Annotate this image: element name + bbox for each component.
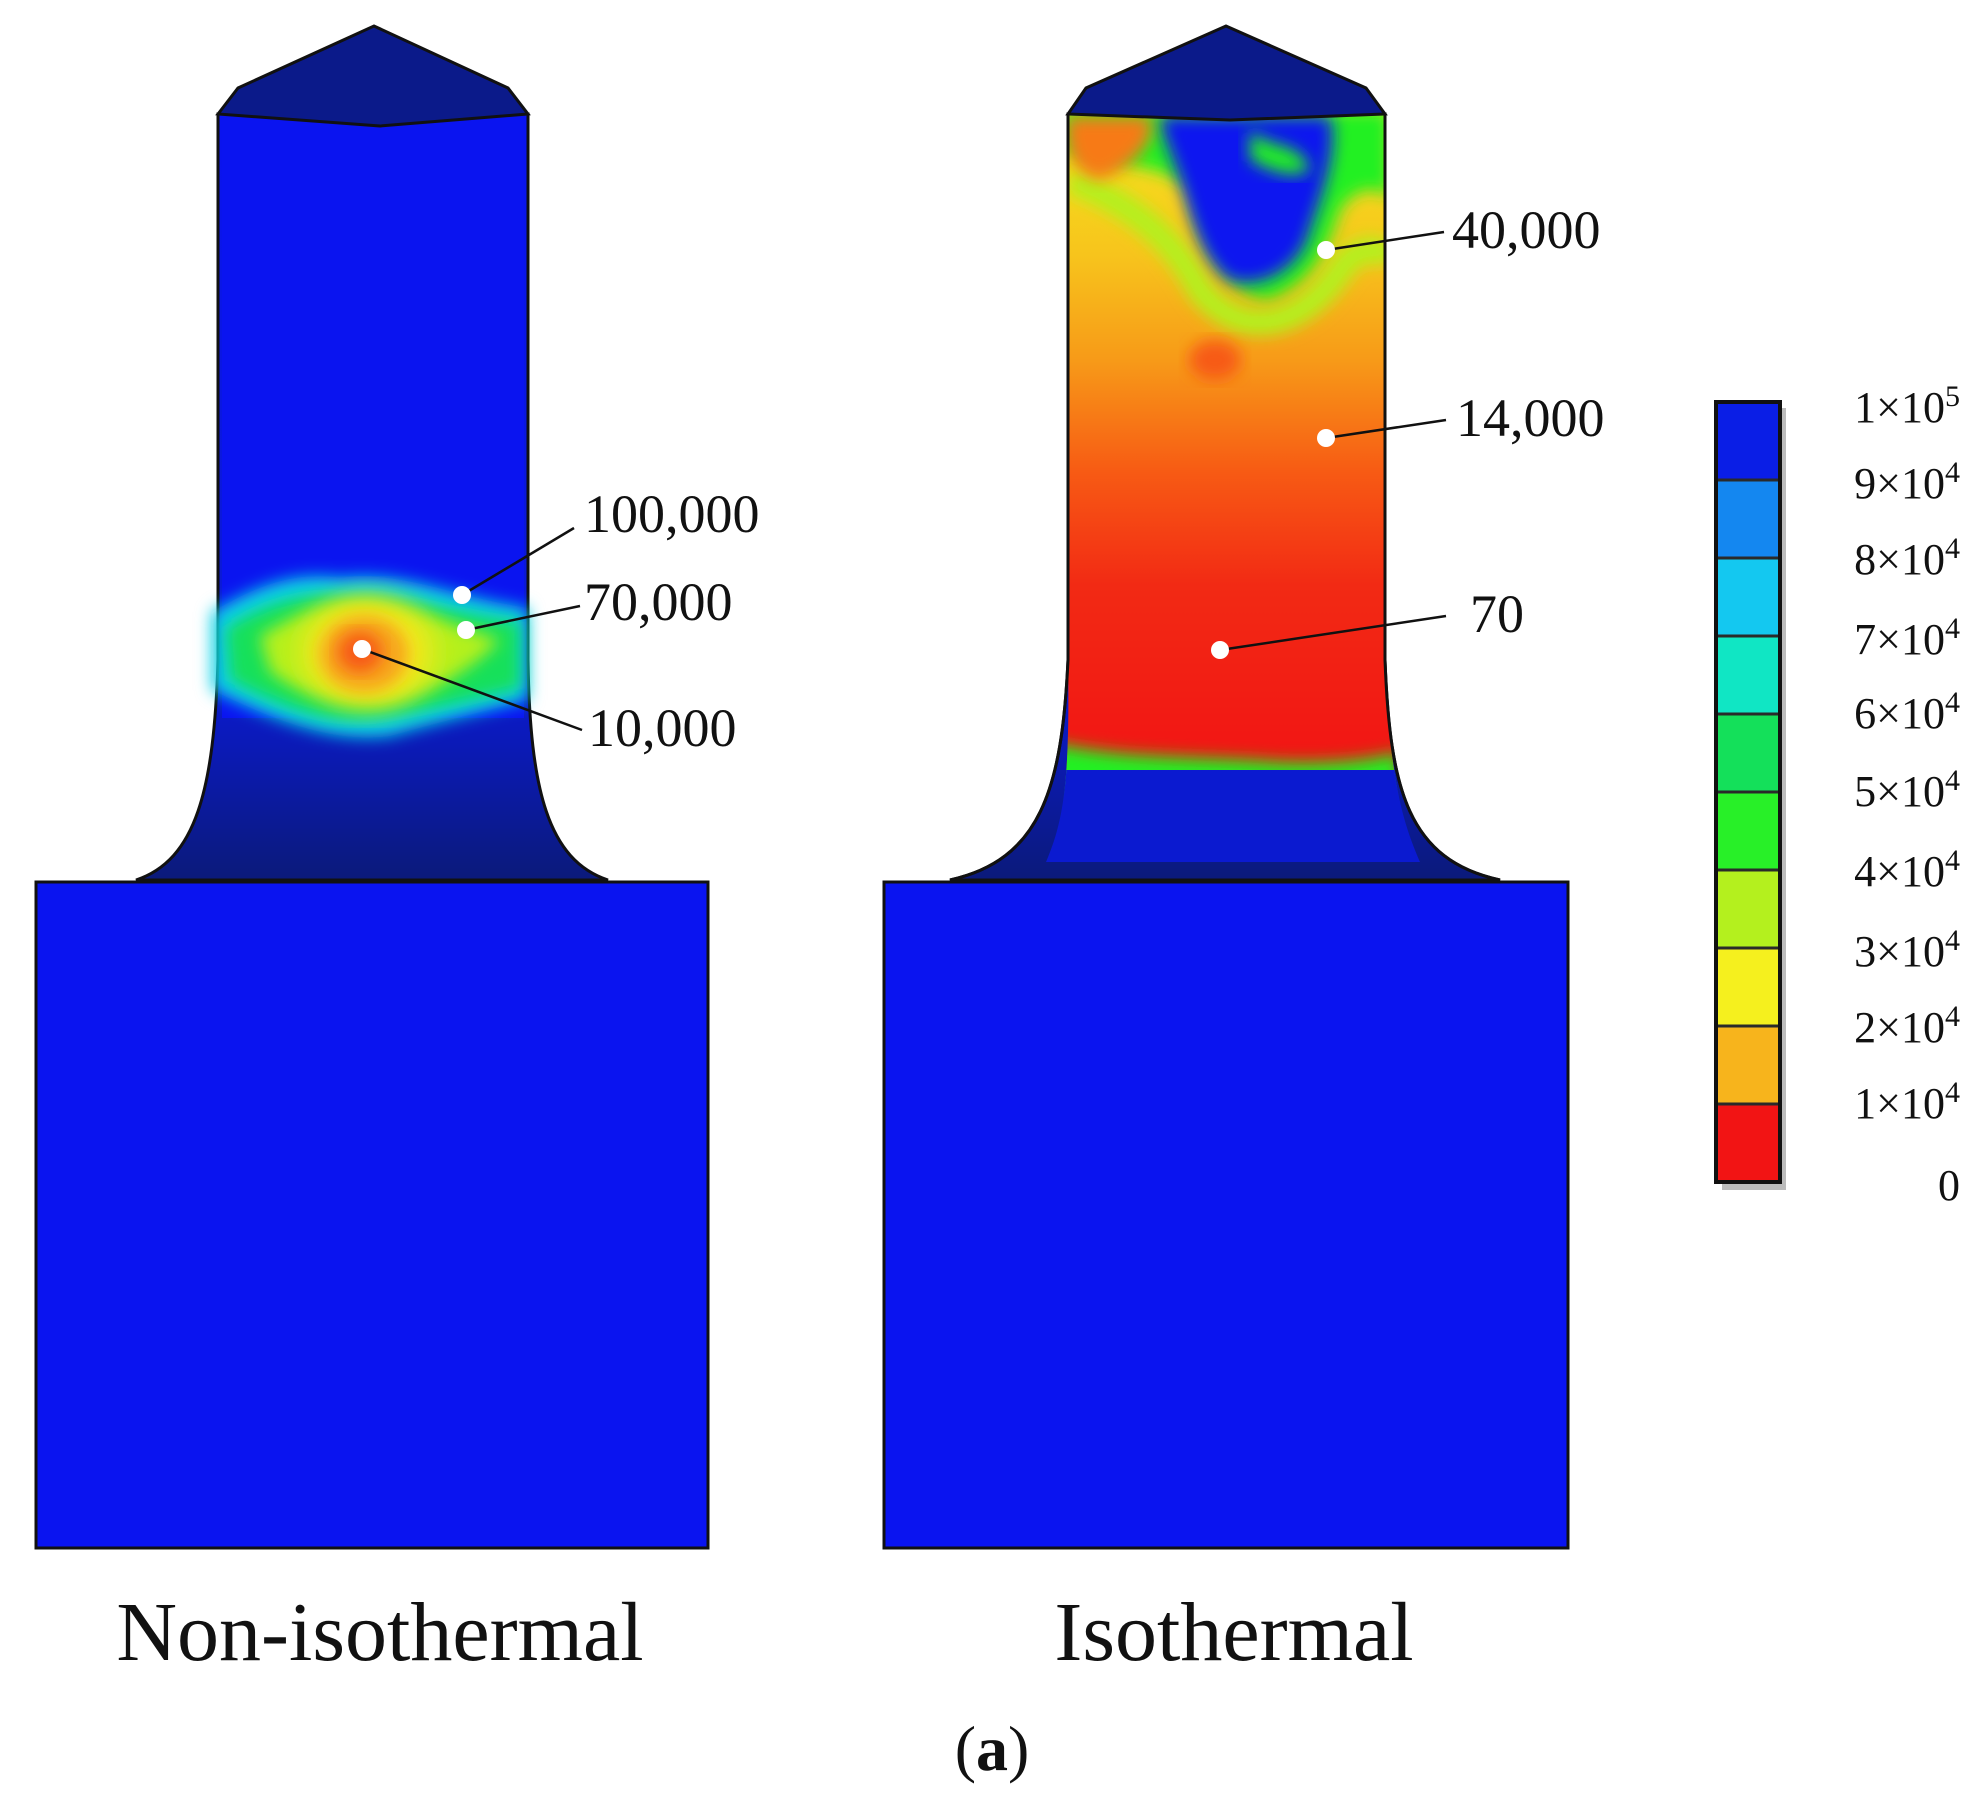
panel-isothermal: 40,000 14,000 70 Isothermal (882, 24, 1605, 1679)
legend-swatch (1714, 790, 1782, 872)
legend-outline (1714, 400, 1782, 1184)
marker-left-3 (353, 640, 371, 658)
label-left-1: 100,000 (584, 484, 760, 544)
legend-swatch (1714, 1024, 1782, 1106)
marker-right-2 (1317, 429, 1335, 447)
legend-label: 1×104 (1854, 1076, 1960, 1128)
legend-label: 4×104 (1854, 844, 1960, 896)
label-right-1: 40,000 (1452, 200, 1601, 260)
caption-non-isothermal: Non-isothermal (116, 1586, 643, 1679)
panel-label-letter: a (976, 1713, 1008, 1784)
legend-label: 0 (1938, 1161, 1960, 1210)
legend-swatch (1714, 556, 1782, 638)
panel-label-close: ) (1008, 1713, 1029, 1784)
contour-field-right (1046, 114, 1420, 862)
legend-label: 1×105 (1854, 380, 1960, 432)
label-left-3: 10,000 (588, 698, 737, 758)
legend-label: 5×104 (1854, 764, 1960, 816)
legend-label: 9×104 (1854, 456, 1960, 508)
annotation-lines-left (361, 526, 583, 732)
marker-right-3 (1211, 641, 1229, 659)
legend-swatch (1714, 1102, 1782, 1184)
legend-swatch (1714, 946, 1782, 1028)
cap-right (1065, 24, 1388, 122)
label-right-3: 70 (1470, 584, 1524, 644)
legend-label: 3×104 (1854, 924, 1960, 976)
label-left-2: 70,000 (584, 572, 733, 632)
color-legend: 1×105 9×104 8×104 7×104 6×104 5×104 4×104 3×104… (1714, 380, 1960, 1210)
legend-label: 8×104 (1854, 532, 1960, 584)
marker-left-2 (457, 621, 475, 639)
base-block-left (34, 880, 710, 1550)
panel-non-isothermal: 100,000 70,000 10,000 Non-isothermal (34, 24, 760, 1679)
marker-right-1 (1317, 241, 1335, 259)
panel-label: (a) (955, 1713, 1030, 1784)
base-block-right (882, 880, 1570, 1550)
legend-swatch (1714, 634, 1782, 716)
legend-swatch (1714, 712, 1782, 794)
legend-label: 2×104 (1854, 1000, 1960, 1052)
legend-label: 7×104 (1854, 612, 1960, 664)
legend-swatch (1714, 478, 1782, 560)
marker-left-1 (453, 586, 471, 604)
legend-swatch (1714, 400, 1782, 482)
caption-isothermal: Isothermal (1054, 1586, 1413, 1679)
cap-left (215, 24, 531, 128)
legend-label: 6×104 (1854, 686, 1960, 738)
legend-swatches (1714, 400, 1782, 1184)
legend-labels: 1×105 9×104 8×104 7×104 6×104 5×104 4×104 3×104… (1854, 380, 1960, 1210)
annotation-lines-right (1219, 230, 1447, 652)
legend-swatch (1714, 868, 1782, 950)
label-right-2: 14,000 (1456, 388, 1605, 448)
panel-label-open: ( (955, 1713, 976, 1784)
